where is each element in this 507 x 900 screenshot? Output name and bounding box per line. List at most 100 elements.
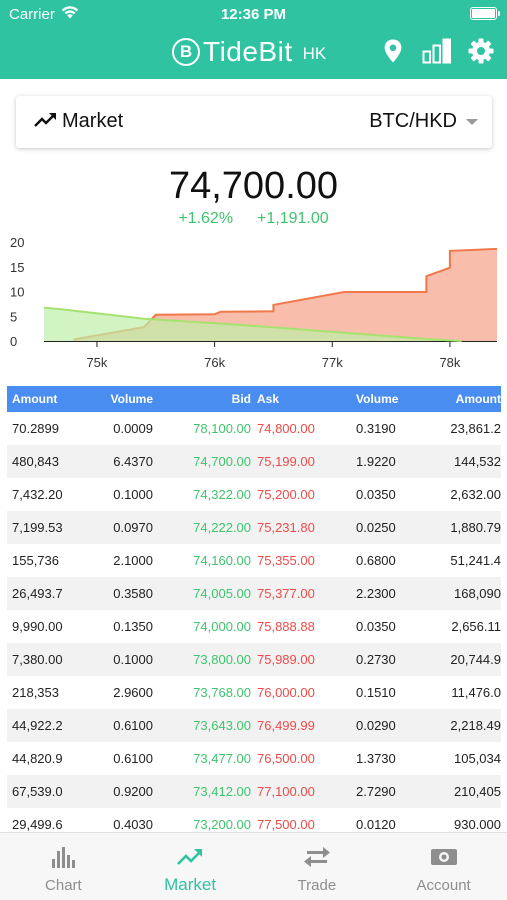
x-tick-label: 75k [86,355,107,370]
market-selector[interactable]: Market BTC/HKD [16,96,492,148]
tab-trade[interactable]: Trade [254,833,381,900]
bid-depth-area [44,307,462,341]
tab-chart-label: Chart [45,877,82,894]
bid-price-cell: 74,000.00 [193,619,251,634]
bid-depth-line [43,306,462,342]
ask-amount-cell: 2,218.49 [450,718,501,733]
ask-depth-area [73,248,498,341]
tab-trade-label: Trade [297,877,337,894]
ask-price-cell: 77,500.00 [257,817,315,832]
bid-price-cell: 74,700.00 [193,454,251,469]
ask-volume-cell: 0.6800 [356,553,396,568]
ask-amount-cell: 20,744.9 [450,652,501,667]
pair-dropdown[interactable]: BTC/HKD [369,110,478,133]
order-book-rows: 70.2899 0.0009 78,100.00 74,800.00 0.3190 23,… [7,412,501,832]
bid-volume-cell: 0.9200 [113,784,153,799]
bid-volume-cell: 0.1000 [113,487,153,502]
order-row[interactable]: 7,380.00 0.1000 73,800.00 75,989.00 0.2730 20… [7,643,501,676]
order-row[interactable]: 7,432.20 0.1000 74,322.00 75,200.00 0.0350 2,… [7,478,501,511]
depth-chart-svg: 0 5 10 15 20 75k 76k 77k 78k [10,235,498,370]
header-ask-amount: Amount [455,392,501,406]
order-row[interactable]: 29,499.6 0.4030 73,200.00 77,500.00 0.0120 93… [7,808,501,832]
trend-up-icon [177,849,203,865]
depth-chart: 0 5 10 15 20 75k 76k 77k 78k [0,230,507,380]
bid-volume-cell: 0.4030 [113,817,153,832]
order-row[interactable]: 155,736 2.1000 74,160.00 75,355.00 0.6800 51,… [7,544,501,577]
ask-price-cell: 75,199.00 [257,454,315,469]
x-tick-label: 77k [322,355,343,370]
ask-amount-cell: 2,632.00 [450,487,501,502]
bid-amount-cell: 44,922.2 [12,718,63,733]
ask-price-cell: 75,377.00 [257,586,315,601]
order-row[interactable]: 26,493.7 0.3580 74,005.00 75,377.00 2.2300 16… [7,577,501,610]
swap-arrows-icon [303,847,330,867]
bid-volume-cell: 0.0970 [113,520,153,535]
status-bar: Carrier 12:36 PM [0,0,507,28]
ask-volume-cell: 0.0250 [356,520,396,535]
location-pin-icon[interactable] [380,38,406,64]
x-tick-label: 78k [439,355,460,370]
bar-chart-icon [52,847,76,868]
header-ask: Ask [257,392,280,406]
bid-amount-cell: 29,499.6 [12,817,63,832]
ask-volume-cell: 0.0290 [356,718,396,733]
ask-amount-cell: 2,656.11 [451,619,501,634]
bid-amount-cell: 218,353 [12,685,59,700]
order-row[interactable]: 67,539.0 0.9200 73,412.00 77,100.00 2.7290 21… [7,775,501,808]
tab-bar: Chart Market Trade Account [0,832,507,900]
brand-name: TideBit [203,36,293,67]
bid-price-cell: 73,200.00 [193,817,251,832]
app-header: Carrier 12:36 PM B TideBit HK [0,0,507,79]
bid-price-cell: 73,412.00 [193,784,251,799]
order-row[interactable]: 44,820.9 0.6100 73,477.00 76,500.00 1.3730 10… [7,742,501,775]
bar-chart-icon[interactable] [422,38,452,64]
ask-volume-cell: 0.0350 [356,619,396,634]
bid-price-cell: 74,160.00 [193,553,251,568]
ask-amount-cell: 23,861.2 [450,421,501,436]
brand-logo: B TideBit HK [172,36,326,68]
bid-price-cell: 78,100.00 [193,421,251,436]
ask-price-cell: 75,888.88 [257,619,315,634]
gear-icon[interactable] [468,38,494,64]
order-row[interactable]: 70.2899 0.0009 78,100.00 74,800.00 0.3190 23,… [7,412,501,445]
ask-volume-cell: 0.1510 [356,685,396,700]
header-ask-volume: Volume [356,392,399,406]
order-row[interactable]: 9,990.00 0.1350 74,000.00 75,888.88 0.0350 2,… [7,610,501,643]
bid-volume-cell: 2.1000 [113,553,153,568]
bid-price-cell: 73,643.00 [193,718,251,733]
bid-amount-cell: 70.2899 [12,421,59,436]
order-row[interactable]: 7,199.53 0.0970 74,222.00 75,231.80 0.0250 1,… [7,511,501,544]
ask-price-cell: 74,800.00 [257,421,315,436]
ask-price-cell: 75,231.80 [257,520,315,535]
order-row[interactable]: 44,922.2 0.6100 73,643.00 76,499.99 0.0290 2,… [7,709,501,742]
change-percent: +1.62% [178,210,234,227]
ask-volume-cell: 0.0350 [356,487,396,502]
pair-value: BTC/HKD [369,110,457,132]
ask-price-cell: 75,989.00 [257,652,315,667]
trend-up-icon [34,113,56,127]
order-row[interactable]: 480,843 6.4370 74,700.00 75,199.00 1.9220 144… [7,445,501,478]
tab-account[interactable]: Account [380,833,507,900]
ask-volume-cell: 0.3190 [356,421,396,436]
y-tick-label: 5 [10,309,17,324]
tab-chart[interactable]: Chart [0,833,127,900]
ask-amount-cell: 11,476.0 [451,685,501,700]
ask-volume-cell: 0.2730 [356,652,396,667]
ask-price-cell: 76,500.00 [257,751,315,766]
battery-icon [470,7,500,20]
order-row[interactable]: 218,353 2.9600 73,768.00 76,000.00 0.1510 11,… [7,676,501,709]
bid-amount-cell: 67,539.0 [12,784,63,799]
ask-price-cell: 76,000.00 [257,685,315,700]
tab-market[interactable]: Market [127,833,254,900]
tab-account-label: Account [416,877,471,894]
bid-volume-cell: 2.9600 [113,685,153,700]
y-tick-label: 20 [10,235,24,250]
tab-market-label: Market [164,875,217,894]
price-change: +1.62% +1,191.00 [0,210,507,228]
header-bid: Bid [231,392,251,406]
ask-volume-cell: 1.9220 [356,454,396,469]
banknote-icon [430,849,457,865]
bid-volume-cell: 0.1350 [113,619,153,634]
bid-price-cell: 74,322.00 [193,487,251,502]
carrier-label: Carrier [9,6,55,23]
